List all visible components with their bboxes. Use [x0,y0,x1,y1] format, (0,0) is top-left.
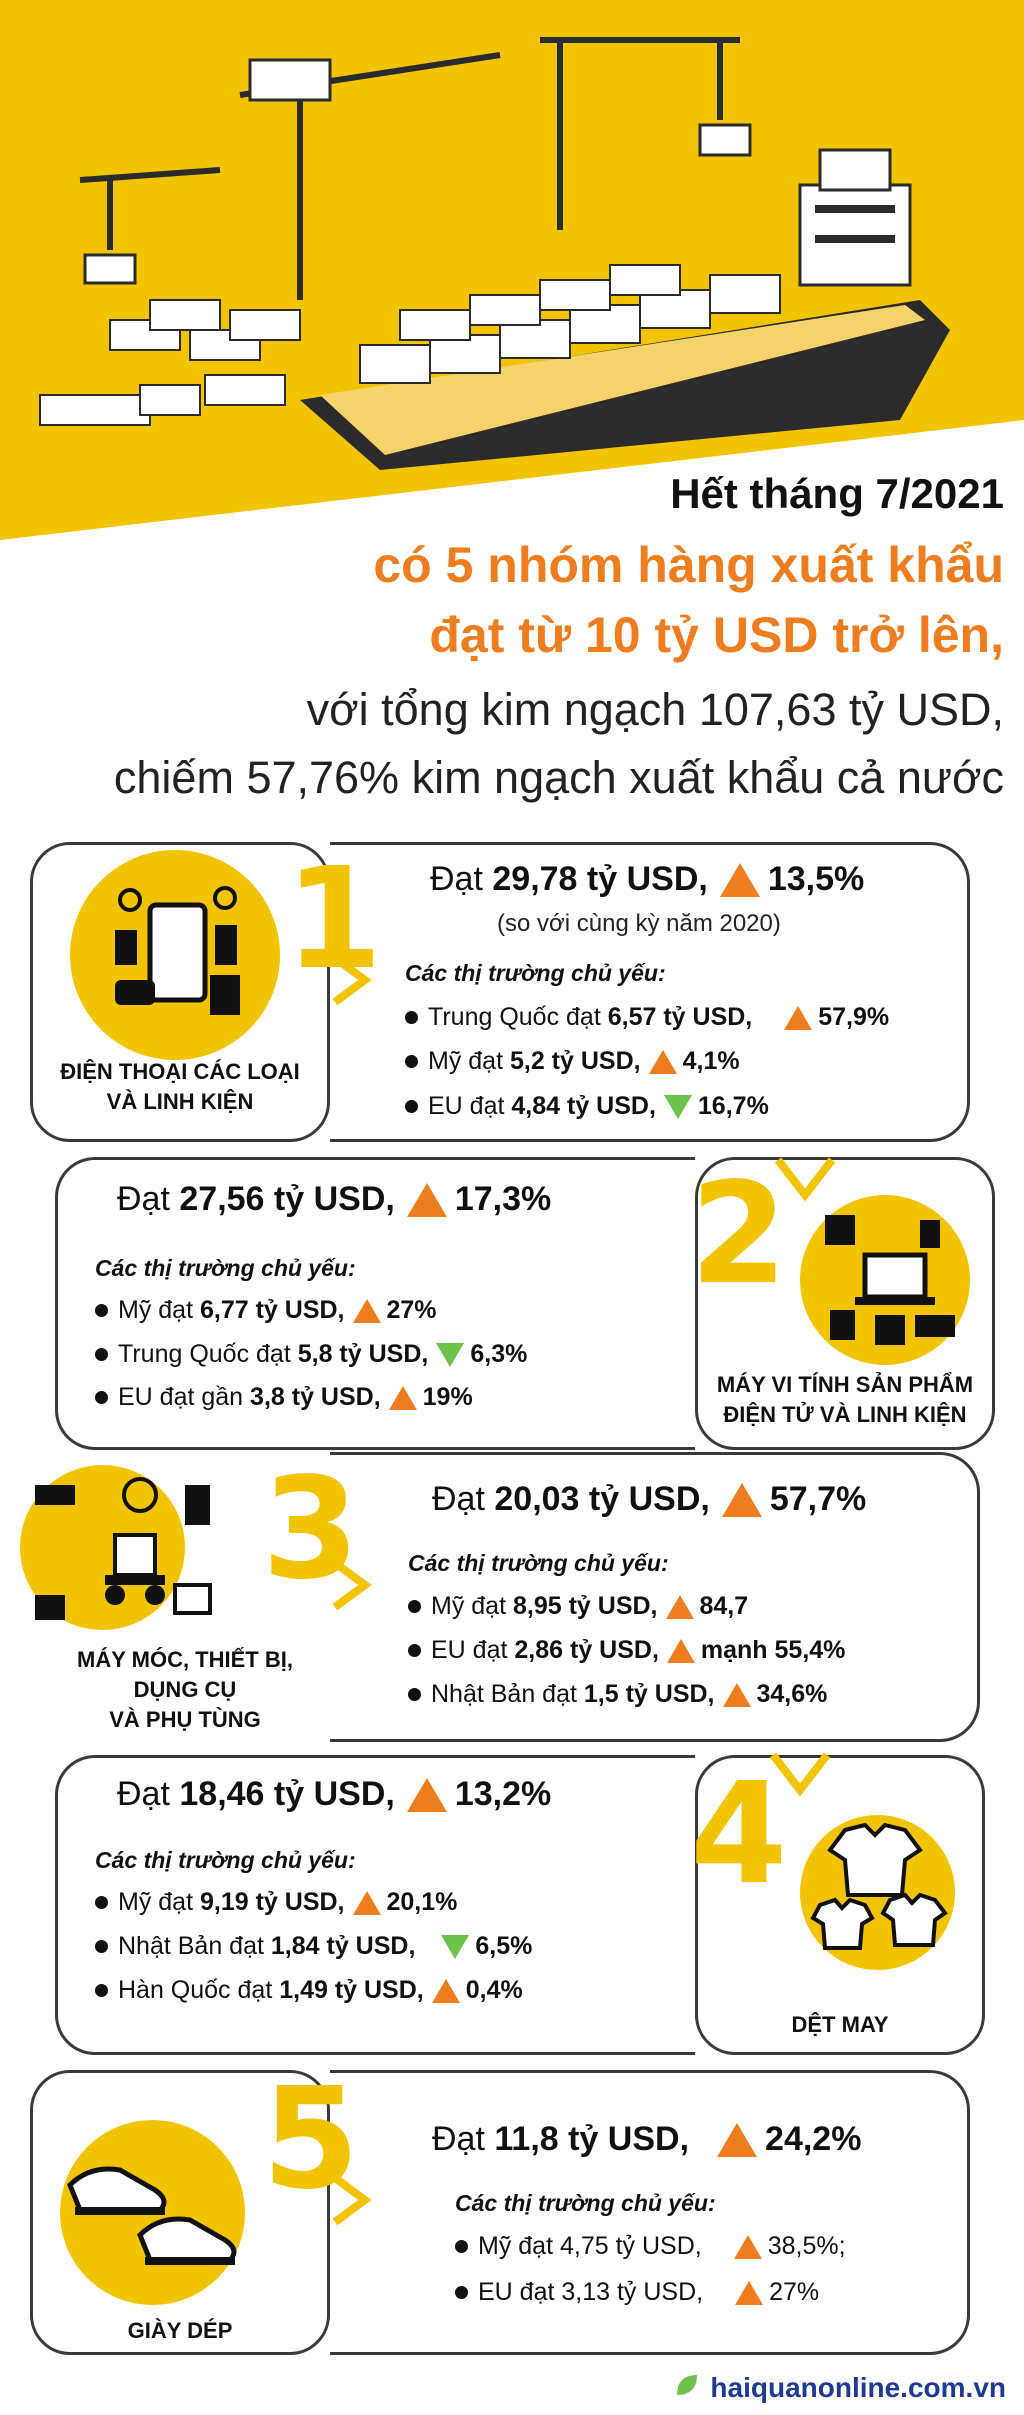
group-1-number: 1 [285,838,383,1001]
group-1-market-title: Các thị trường chủ yếu: [405,960,666,986]
group-2-market-title: Các thị trường chủ yếu: [95,1255,356,1281]
group-2-arrow [774,1157,836,1202]
up-arrow-icon [733,2234,762,2259]
group-1-note: (so với cùng kỳ năm 2020) [497,910,781,937]
group-4-arrow [769,1752,831,1797]
group-4-market-1: Mỹ đạt 9,19 tỷ USD, 20,1% [95,1888,457,1917]
group-4-main: Đạt 18,46 tỷ USD, 13,2% [117,1775,552,1813]
headline-share: chiếm 57,76% kim ngạch xuất khẩu cả nước [113,752,1004,803]
group-5-market-2: EU đạt 3,13 tỷ USD, 27% [455,2278,819,2307]
up-arrow-icon [717,2122,758,2157]
up-arrow-icon [648,1049,677,1074]
group-4-market-title: Các thị trường chủ yếu: [95,1847,356,1873]
group-5-arrow [332,2174,372,2226]
group-3-market-title: Các thị trường chủ yếu: [408,1550,669,1576]
up-arrow-icon [784,1005,813,1030]
tools-icon [35,1477,212,1620]
up-arrow-icon [352,1298,381,1323]
group-3-number: 3 [262,1448,360,1611]
crane-icon [83,58,752,285]
up-arrow-icon [722,1682,751,1707]
group-3-main: Đạt 20,03 tỷ USD, 57,7% [432,1480,867,1518]
headline-count: có 5 nhóm hàng xuất khẩu [373,537,1004,593]
sneaker-icon [67,2166,237,2265]
headline-period: Hết tháng 7/2021 [670,470,1004,517]
group-3-market-2: EU đạt 2,86 tỷ USD, mạnh 55,4% [408,1636,845,1665]
group-1-info-frame [330,842,970,1142]
down-arrow-icon [441,1934,470,1959]
group-4-number: 4 [690,1753,788,1916]
group-1-market-2: Mỹ đạt 5,2 tỷ USD, 4,1% [405,1047,740,1076]
group-2-number: 2 [690,1153,788,1316]
up-arrow-icon [388,1385,417,1410]
group-4-market-2: Nhật Bản đạt 1,84 tỷ USD, 6,5% [95,1932,532,1961]
group-2-main: Đạt 27,56 tỷ USD, 17,3% [117,1180,552,1218]
group-2-market-1: Mỹ đạt 6,77 tỷ USD, 27% [95,1296,437,1325]
headline-threshold: đạt từ 10 tỷ USD trở lên, [429,607,1004,663]
group-1-label: ĐIỆN THOẠI CÁC LOẠI VÀ LINH KIỆN [60,1059,300,1114]
group-2-market-3: EU đạt gần 3,8 tỷ USD, 19% [95,1383,473,1412]
up-arrow-icon [721,1482,762,1517]
up-arrow-icon [666,1638,695,1663]
group-5-main: Đạt 11,8 tỷ USD, 24,2% [432,2120,862,2158]
group-1-market-1: Trung Quốc đạt 6,57 tỷ USD, 57,9% [405,1003,889,1032]
group-5-label: GIÀY DÉP [127,2318,233,2343]
up-arrow-icon [406,1777,447,1812]
up-arrow-icon [406,1182,447,1217]
up-arrow-icon [665,1594,694,1619]
leaf-icon [677,2375,697,2395]
group-5-info-frame [330,2070,970,2355]
computer-devices-icon [825,1215,955,1345]
group-2-market-2: Trung Quốc đạt 5,8 tỷ USD, 6,3% [95,1340,527,1369]
up-arrow-icon [735,2280,764,2305]
group-5-market-1: Mỹ đạt 4,75 tỷ USD, 38,5%; [455,2232,846,2261]
group-3-label: MÁY MÓC, THIẾT BỊ, DỤNG CỤ VÀ PHỤ TÙNG [77,1647,293,1732]
group-3-arrow [332,1559,372,1611]
group-4-market-3: Hàn Quốc đạt 1,49 tỷ USD, 0,4% [95,1976,523,2005]
group-3-market-3: Nhật Bản đạt 1,5 tỷ USD, 34,6% [408,1680,827,1709]
down-arrow-icon [663,1094,692,1119]
group-3-market-1: Mỹ đạt 8,95 tỷ USD, 84,7 [408,1592,748,1621]
down-arrow-icon [436,1342,465,1367]
footer-source[interactable]: haiquanonline.com.vn [710,2372,1006,2403]
up-arrow-icon [431,1978,460,2003]
group-1-arrow [332,954,372,1006]
up-arrow-icon [719,862,760,897]
group-5-market-title: Các thị trường chủ yếu: [455,2190,716,2216]
group-4-label: DỆT MAY [791,2012,889,2037]
up-arrow-icon [352,1890,381,1915]
shirt-icon [810,1822,948,1950]
hero-illustration [0,0,1024,540]
group-1-market-3: EU đạt 4,84 tỷ USD, 16,7% [405,1092,769,1121]
phone-devices-icon [115,886,240,1015]
group-1-main: Đạt 29,78 tỷ USD, 13,5% [430,860,865,898]
ship-illustration [0,0,1024,540]
headline-total: với tổng kim ngạch 107,63 tỷ USD, [306,684,1004,735]
group-2-label: MÁY VI TÍNH SẢN PHẨM ĐIỆN TỬ VÀ LINH KIỆ… [716,1372,974,1427]
group-3-info-frame [330,1452,980,1742]
